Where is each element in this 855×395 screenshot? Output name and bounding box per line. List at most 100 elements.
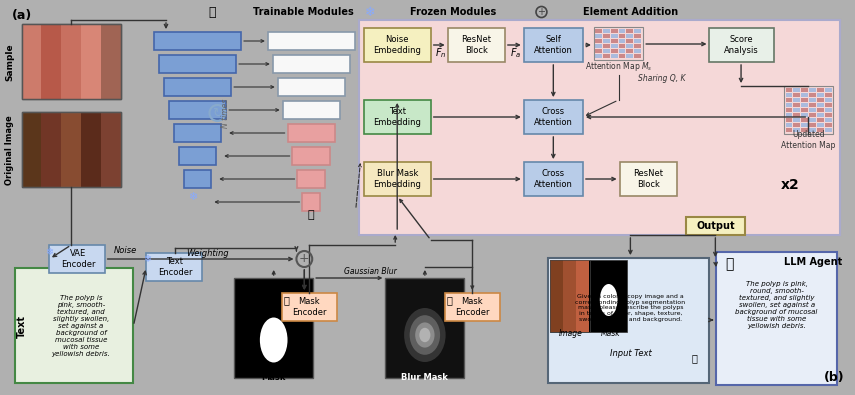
Bar	[298, 170, 325, 188]
Bar	[278, 78, 345, 96]
Bar	[610, 54, 617, 58]
Bar	[563, 260, 576, 332]
Bar	[786, 123, 793, 127]
Bar	[825, 88, 832, 92]
Bar	[595, 39, 602, 43]
Bar	[825, 128, 832, 132]
Text: Blur Mask: Blur Mask	[402, 374, 448, 382]
Text: Score
Analysis: Score Analysis	[723, 35, 758, 55]
Bar	[793, 88, 800, 92]
Bar	[523, 162, 583, 196]
Text: +: +	[299, 252, 310, 265]
Bar	[21, 24, 121, 99]
Bar	[786, 113, 793, 117]
Text: The polyp is
pink, smooth-
textured, and
slightly swollen,
set against a
backgro: The polyp is pink, smooth- textured, and…	[51, 295, 110, 357]
Text: 🔥: 🔥	[284, 295, 290, 305]
Bar	[551, 260, 590, 332]
Text: ResNet
Block: ResNet Block	[461, 35, 492, 55]
Text: Trainable Modules: Trainable Modules	[253, 7, 354, 17]
Bar	[603, 34, 610, 38]
Bar	[825, 93, 832, 97]
Bar	[15, 268, 133, 383]
Text: Noise
Embedding: Noise Embedding	[374, 35, 422, 55]
Bar	[21, 24, 121, 99]
Text: ↻: ↻	[212, 107, 222, 120]
Text: Text
Embedding: Text Embedding	[374, 107, 422, 127]
Text: Original Image: Original Image	[5, 115, 15, 185]
Text: x2: x2	[781, 178, 799, 192]
Text: 🔥: 🔥	[446, 295, 452, 305]
Bar	[817, 103, 824, 107]
Bar	[620, 162, 677, 196]
Bar	[81, 112, 101, 187]
Bar	[801, 113, 808, 117]
Bar	[634, 39, 641, 43]
Bar	[21, 112, 42, 187]
Bar	[303, 193, 320, 211]
Bar	[273, 55, 350, 73]
Bar	[627, 49, 634, 53]
Bar	[793, 108, 800, 112]
Bar	[801, 88, 808, 92]
Text: Blur Mask
Embedding: Blur Mask Embedding	[374, 169, 422, 189]
Ellipse shape	[419, 328, 430, 342]
Bar	[618, 29, 626, 33]
Text: Mask
Encoder: Mask Encoder	[292, 297, 327, 317]
Text: ResNet
Block: ResNet Block	[634, 169, 663, 189]
Bar	[817, 108, 824, 112]
Bar	[363, 100, 431, 134]
Bar	[42, 112, 62, 187]
Text: 🤖: 🤖	[692, 353, 698, 363]
Bar	[358, 20, 840, 235]
Text: Noise: Noise	[114, 246, 137, 254]
Bar	[618, 49, 626, 53]
Bar	[801, 128, 808, 132]
Bar	[610, 29, 617, 33]
Bar	[595, 34, 602, 38]
Bar	[50, 245, 104, 273]
Text: (b): (b)	[823, 372, 844, 384]
Bar	[786, 118, 793, 122]
Text: LLM Agent: LLM Agent	[783, 257, 842, 267]
Bar	[21, 112, 121, 187]
Bar	[281, 293, 337, 321]
Bar	[576, 260, 589, 332]
Bar	[801, 103, 808, 107]
Text: 🔥: 🔥	[209, 6, 216, 19]
Text: ❄: ❄	[45, 247, 54, 257]
Bar	[634, 49, 641, 53]
Bar	[825, 98, 832, 102]
Text: Given a colonoscopy image and a
corresponding polyp segmentation
mask, please de: Given a colonoscopy image and a correspo…	[575, 294, 686, 322]
Bar	[268, 32, 355, 50]
Text: Text: Text	[17, 314, 27, 337]
Bar	[627, 29, 634, 33]
Bar	[21, 24, 42, 99]
Text: Text
Encoder: Text Encoder	[157, 257, 192, 277]
Bar	[634, 29, 641, 33]
Bar	[594, 27, 643, 60]
Text: Gaussian Blur: Gaussian Blur	[345, 267, 397, 276]
Bar	[793, 93, 800, 97]
Text: ❄: ❄	[188, 192, 198, 202]
Text: Output: Output	[696, 221, 734, 231]
Text: Input Text: Input Text	[610, 348, 652, 357]
Bar	[634, 54, 641, 58]
Bar	[283, 101, 340, 119]
Bar	[618, 44, 626, 48]
Text: N times: N times	[221, 98, 230, 128]
Text: Updated
Attention Map: Updated Attention Map	[781, 130, 835, 150]
Bar	[627, 34, 634, 38]
Bar	[101, 112, 121, 187]
Bar	[817, 93, 824, 97]
Bar	[817, 88, 824, 92]
Bar	[793, 113, 800, 117]
Text: Cross
Attention: Cross Attention	[534, 107, 573, 127]
Bar	[184, 170, 211, 188]
Text: Element Addition: Element Addition	[583, 7, 678, 17]
Bar	[634, 34, 641, 38]
Text: Mask: Mask	[262, 374, 286, 382]
Bar	[610, 44, 617, 48]
Bar	[610, 49, 617, 53]
Bar	[809, 113, 817, 117]
Bar	[42, 24, 62, 99]
